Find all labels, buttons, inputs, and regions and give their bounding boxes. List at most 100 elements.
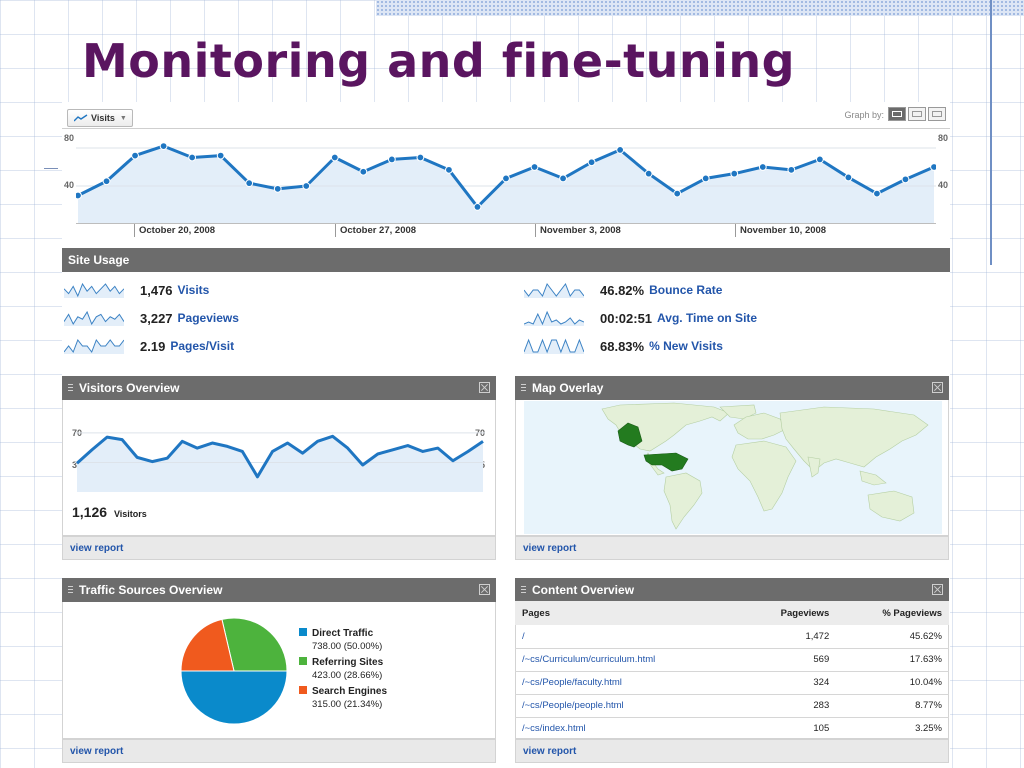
data-point[interactable]	[758, 163, 767, 171]
data-point[interactable]	[787, 165, 796, 174]
metric-label[interactable]: % New Visits	[649, 339, 723, 353]
data-point[interactable]	[188, 153, 197, 162]
data-point[interactable]	[930, 163, 936, 171]
data-point[interactable]	[131, 151, 139, 160]
pageviews-cell: 569	[740, 648, 837, 672]
sparkline-line	[64, 310, 124, 326]
data-point[interactable]	[873, 189, 881, 198]
data-point[interactable]	[159, 142, 168, 151]
data-point[interactable]	[644, 169, 653, 178]
world-map[interactable]	[524, 401, 942, 534]
data-point[interactable]	[359, 167, 368, 176]
page-link[interactable]: /~cs/index.html	[515, 717, 741, 741]
close-icon[interactable]	[932, 584, 943, 595]
data-point[interactable]	[473, 203, 482, 211]
metric-label[interactable]: Bounce Rate	[649, 283, 723, 297]
site-usage-metric[interactable]: 1,476 Visits	[64, 282, 209, 298]
india-shape	[807, 456, 821, 478]
y-tick-label: 40	[64, 180, 75, 190]
content-overview-title: Content Overview	[532, 583, 635, 597]
percent-pageviews-cell: 3.25%	[836, 717, 949, 741]
sparkline-fill	[64, 312, 124, 326]
page-link[interactable]: /~cs/People/people.html	[515, 694, 741, 718]
data-point[interactable]	[815, 155, 824, 164]
percent-pageviews-cell: 10.04%	[836, 671, 949, 695]
southeast-asia-shape	[859, 470, 887, 486]
traffic-sources-header[interactable]: Traffic Sources Overview	[62, 578, 496, 602]
data-point[interactable]	[559, 174, 567, 183]
graph-by-day-button[interactable]	[888, 107, 906, 121]
close-icon[interactable]	[932, 382, 943, 393]
x-tick-label: November 10, 2008	[735, 224, 826, 237]
data-point[interactable]	[387, 155, 396, 164]
map-view-report-link[interactable]: view report	[523, 542, 577, 554]
sparkline-fill	[524, 284, 584, 298]
content-overview-table: Pages Pageviews % Pageviews /1,472 45.62%…	[515, 601, 949, 741]
page-link[interactable]: /~cs/People/faculty.html	[515, 671, 741, 695]
metric-label[interactable]: Visits	[177, 283, 210, 297]
site-usage-metric[interactable]: 00:02:51 Avg. Time on Site	[524, 310, 757, 326]
data-point[interactable]	[76, 191, 82, 200]
data-point[interactable]	[502, 174, 510, 183]
sparkline-icon	[64, 282, 124, 298]
page-link[interactable]: /	[515, 625, 741, 649]
visitors-line-chart	[75, 432, 485, 492]
legend-label: Referring Sites	[312, 657, 384, 668]
visitors-view-report-link[interactable]: view report	[70, 542, 124, 554]
decorative-dot-strip	[376, 0, 1024, 16]
data-point[interactable]	[701, 174, 710, 183]
table-row: /~cs/People/faculty.html 324 10.04%	[515, 671, 949, 695]
drag-handle-icon[interactable]	[68, 383, 73, 393]
legend-swatch	[299, 657, 307, 665]
data-point[interactable]	[245, 179, 254, 188]
pie-slice[interactable]	[180, 618, 235, 672]
site-usage-metric[interactable]: 2.19 Pages/Visit	[64, 338, 234, 354]
data-point[interactable]	[416, 153, 425, 162]
data-point[interactable]	[844, 173, 853, 182]
data-point[interactable]	[102, 177, 111, 186]
pageviews-cell: 283	[740, 694, 837, 718]
content-view-report-link[interactable]: view report	[523, 745, 577, 757]
graph-by-month-button[interactable]	[928, 107, 946, 121]
content-overview-header[interactable]: Content Overview	[515, 578, 949, 602]
x-tick-label: November 3, 2008	[535, 224, 621, 237]
close-icon[interactable]	[479, 382, 490, 393]
column-header-pageviews[interactable]: Pageviews	[740, 601, 837, 625]
graph-by-week-button[interactable]	[908, 107, 926, 121]
data-point[interactable]	[616, 146, 625, 154]
drag-handle-icon[interactable]	[521, 585, 526, 595]
data-point[interactable]	[330, 153, 339, 162]
pie-slice[interactable]	[180, 670, 288, 725]
site-usage-metric[interactable]: 3,227 Pageviews	[64, 310, 239, 326]
metric-label[interactable]: Pageviews	[177, 311, 239, 325]
data-point[interactable]	[587, 158, 596, 167]
drag-handle-icon[interactable]	[68, 585, 73, 595]
data-point[interactable]	[445, 165, 453, 174]
pie-slice[interactable]	[221, 617, 288, 672]
metric-label[interactable]: Avg. Time on Site	[657, 311, 758, 325]
visitors-overview-header[interactable]: Visitors Overview	[62, 376, 496, 400]
close-icon[interactable]	[479, 584, 490, 595]
data-point[interactable]	[273, 184, 282, 193]
data-point[interactable]	[730, 169, 739, 178]
sparkline-line	[64, 338, 124, 354]
page-link[interactable]: /~cs/Curriculum/curriculum.html	[515, 648, 741, 672]
map-overlay-header[interactable]: Map Overlay	[515, 376, 949, 400]
data-point[interactable]	[302, 182, 311, 190]
site-usage-metric[interactable]: 46.82% Bounce Rate	[524, 282, 722, 298]
data-point[interactable]	[673, 189, 682, 198]
metric-selector[interactable]: Visits ▼	[67, 109, 133, 127]
data-point[interactable]	[530, 163, 539, 171]
metric-label[interactable]: Pages/Visit	[170, 339, 235, 353]
data-point[interactable]	[216, 151, 225, 160]
chart-top-divider	[62, 128, 950, 129]
data-point[interactable]	[901, 175, 910, 184]
traffic-view-report-link[interactable]: view report	[70, 745, 124, 757]
column-header-percent-pageviews[interactable]: % Pageviews	[836, 601, 949, 625]
traffic-view-report-bar: view report	[62, 739, 496, 763]
graph-by-label: Graph by:	[844, 110, 884, 120]
chart-x-axis	[76, 223, 936, 224]
column-header-pages[interactable]: Pages	[515, 601, 741, 625]
drag-handle-icon[interactable]	[521, 383, 526, 393]
site-usage-metric[interactable]: 68.83% % New Visits	[524, 338, 723, 354]
